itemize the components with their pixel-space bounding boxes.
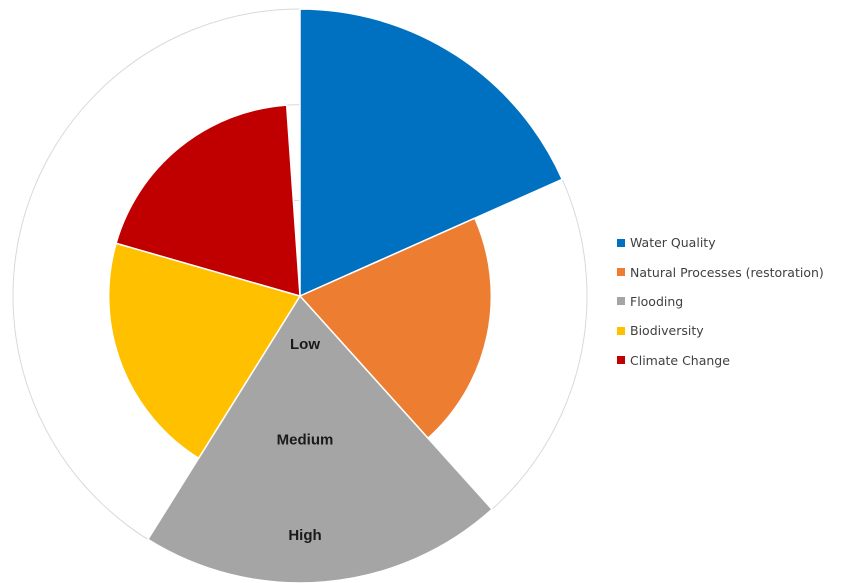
sector-biodiversity[interactable]: [107, 242, 301, 460]
legend: Water Quality Natural Processes (restorat…: [617, 228, 824, 375]
legend-label: Biodiversity: [630, 323, 704, 339]
sector-natural-processes-restoration[interactable]: [299, 217, 493, 439]
legend-item-flooding[interactable]: Flooding: [617, 287, 824, 316]
legend-label: Natural Processes (restoration): [630, 264, 824, 280]
legend-swatch: [617, 356, 625, 365]
legend-swatch: [617, 238, 625, 247]
legend-label: Water Quality: [630, 235, 716, 251]
ring-label-low: Low: [290, 336, 320, 353]
ring-label-high: High: [288, 527, 321, 544]
legend-swatch: [617, 326, 625, 335]
legend-label: Climate Change: [630, 352, 730, 368]
legend-item-natural-processes-restoration[interactable]: Natural Processes (restoration): [617, 257, 824, 286]
ring-label-medium: Medium: [277, 432, 334, 449]
legend-swatch: [617, 268, 625, 277]
legend-item-biodiversity[interactable]: Biodiversity: [617, 316, 824, 345]
sector-water-quality[interactable]: [299, 8, 563, 297]
legend-item-water-quality[interactable]: Water Quality: [617, 228, 824, 257]
legend-swatch: [617, 297, 625, 306]
sector-climate-change[interactable]: [115, 104, 301, 297]
legend-label: Flooding: [630, 293, 684, 309]
legend-item-climate-change[interactable]: Climate Change: [617, 346, 824, 375]
sector-flooding[interactable]: [147, 295, 493, 583]
